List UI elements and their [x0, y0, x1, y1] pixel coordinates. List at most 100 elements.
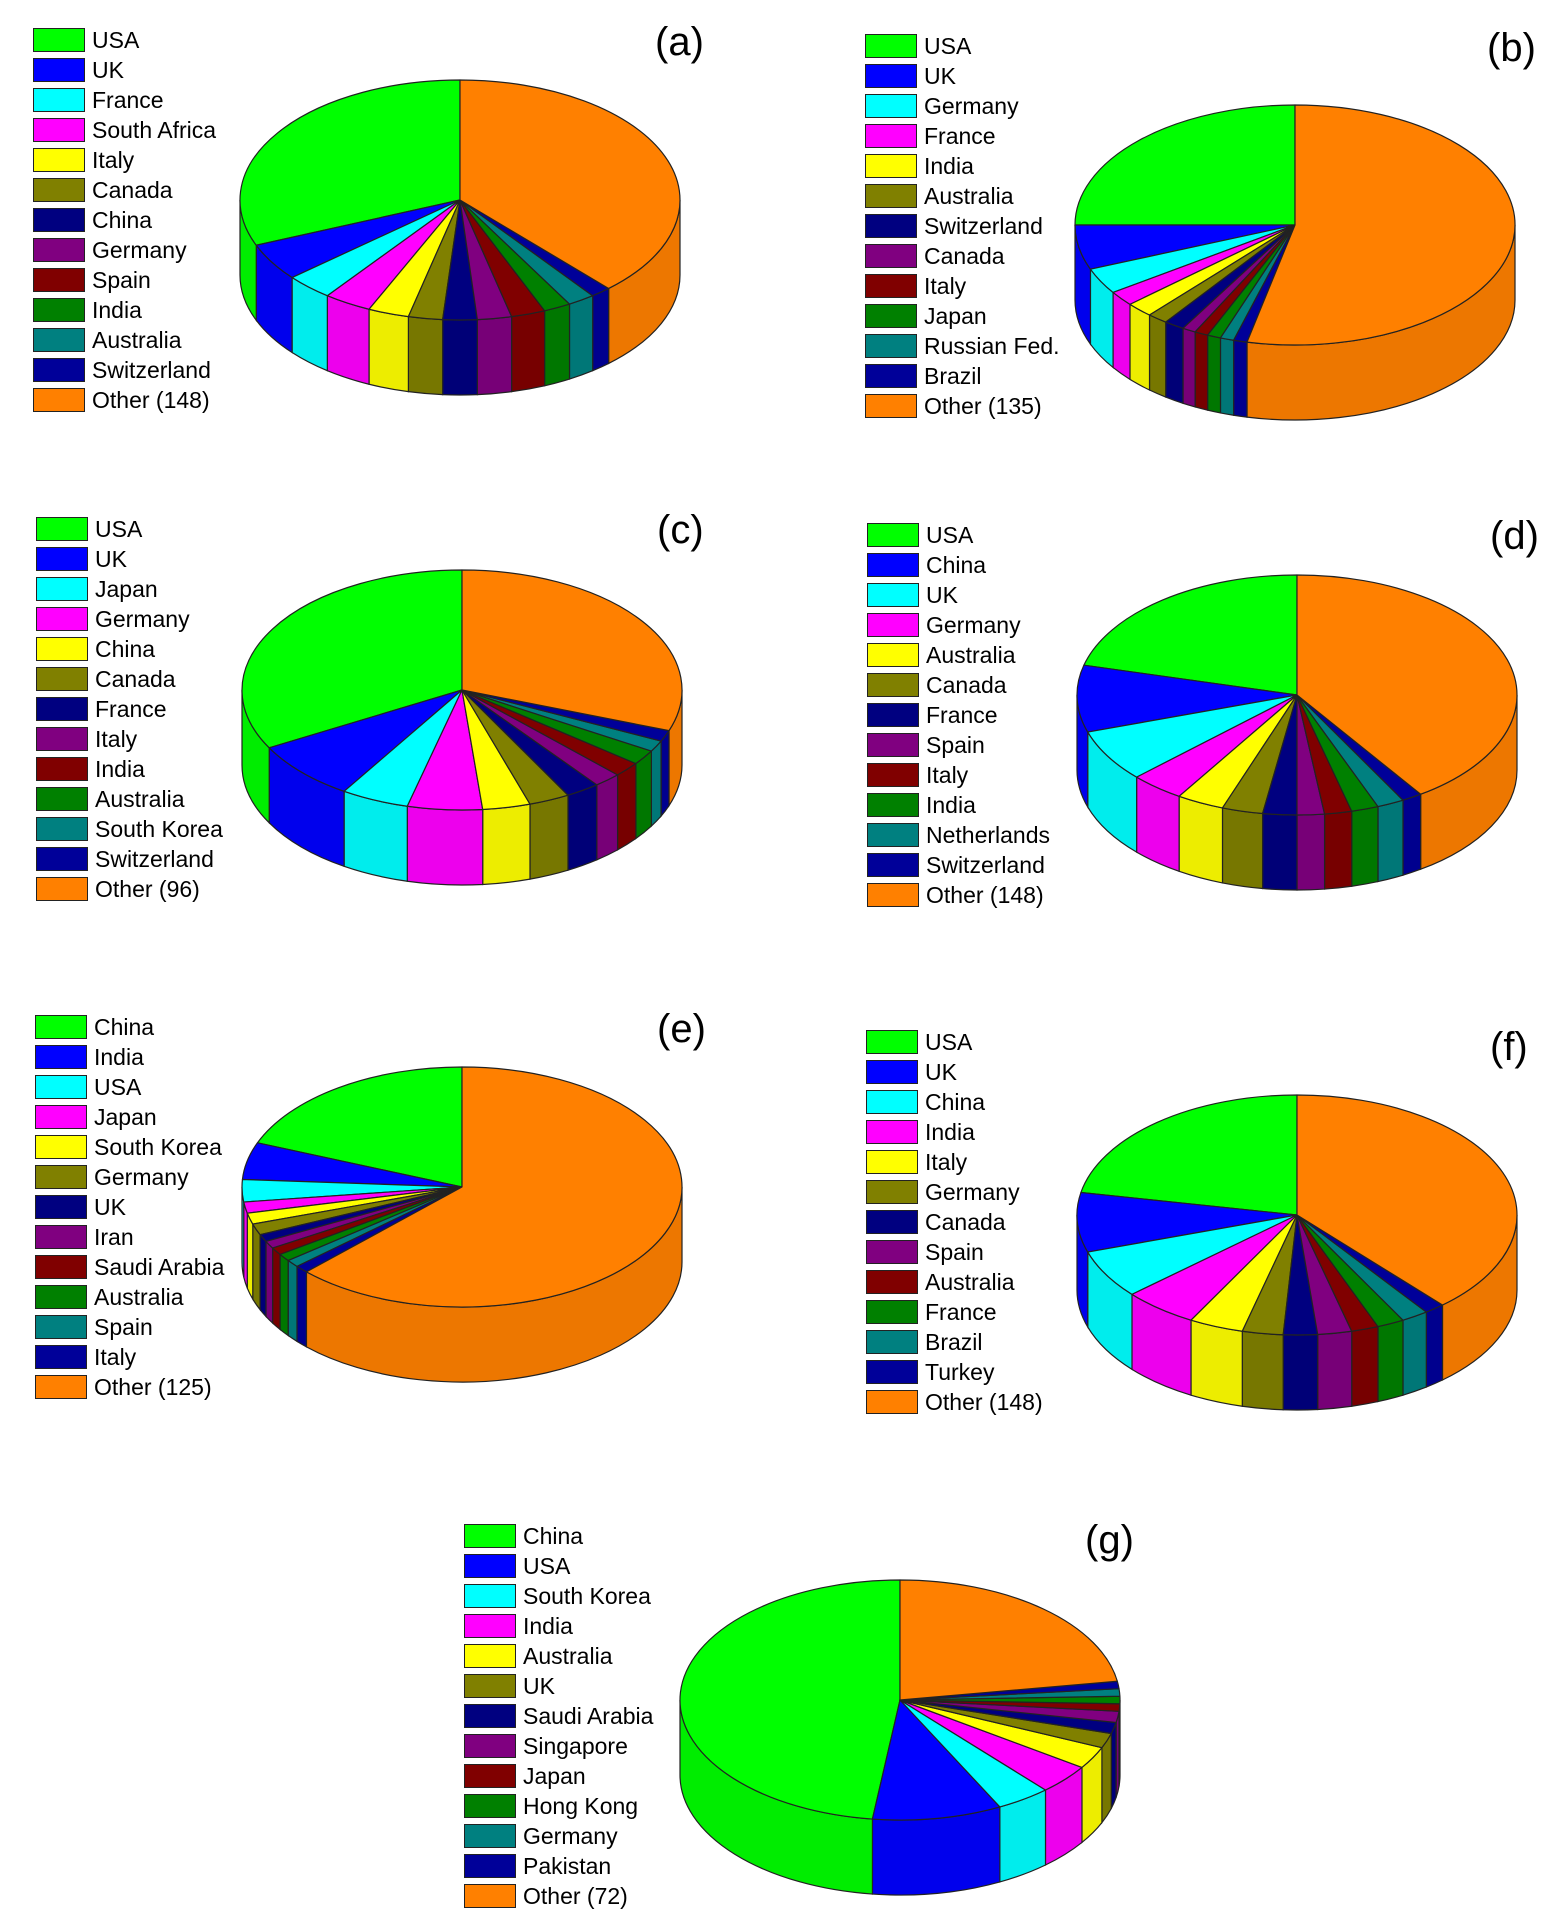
- legend-swatch: [865, 274, 917, 298]
- legend-label: Other (148): [92, 387, 210, 413]
- legend-item: Turkey: [866, 1357, 1043, 1387]
- legend-item: Italy: [866, 1147, 1043, 1177]
- legend-swatch: [35, 1195, 87, 1219]
- pie-slice-side: [1261, 812, 1298, 891]
- legend-label: Italy: [924, 273, 967, 299]
- legend-item: Switzerland: [867, 850, 1050, 880]
- pie-chart-e: [241, 1066, 683, 1383]
- legend-swatch: [866, 1270, 918, 1294]
- legend-label: Italy: [926, 762, 969, 788]
- legend-swatch: [866, 1180, 918, 1204]
- legend-label: South Korea: [94, 1134, 222, 1160]
- pie-slice-side: [1165, 321, 1184, 405]
- legend-label: India: [925, 1119, 975, 1145]
- legend-item: Germany: [867, 610, 1050, 640]
- legend-swatch: [865, 334, 917, 358]
- legend-swatch: [866, 1390, 918, 1414]
- legend-label: Switzerland: [92, 357, 211, 383]
- legend-label: Australia: [95, 786, 185, 812]
- legend-swatch: [36, 817, 88, 841]
- pie-slice: [1296, 1094, 1518, 1306]
- pie-slice: [1074, 104, 1296, 226]
- legend-item: Italy: [865, 271, 1060, 301]
- legend-swatch: [865, 184, 917, 208]
- legend-swatch: [867, 883, 919, 907]
- legend-item: Canada: [33, 175, 216, 205]
- pie-slice-side: [1129, 303, 1151, 391]
- legend-item: Australia: [33, 325, 216, 355]
- legend-item: Germany: [36, 604, 223, 634]
- legend-label: Canada: [95, 666, 176, 692]
- legend-label: Other (96): [95, 876, 200, 902]
- legend-swatch: [464, 1674, 516, 1698]
- legend-label: UK: [924, 63, 956, 89]
- legend-swatch: [867, 733, 919, 757]
- legend-label: USA: [925, 1029, 973, 1055]
- legend-swatch: [35, 1315, 87, 1339]
- legend-swatch: [33, 148, 85, 172]
- pie-slice-side: [1351, 805, 1379, 887]
- pie-slice-side: [1194, 331, 1209, 411]
- pie-chart-a: [239, 79, 681, 396]
- pie-chart-d: [1076, 574, 1518, 891]
- pie-slice-side: [1182, 327, 1196, 408]
- legend-label: USA: [95, 516, 143, 542]
- legend-swatch: [33, 268, 85, 292]
- legend-item: UK: [865, 61, 1060, 91]
- panel-label-f: (f): [1490, 1025, 1528, 1069]
- legend-item: UK: [866, 1057, 1043, 1087]
- legend-e: China India USA Japan South Korea Germany UK Ir…: [35, 1012, 224, 1402]
- legend-swatch: [36, 547, 88, 571]
- pie-chart-g: [679, 1579, 1121, 1896]
- legend-item: Canada: [865, 241, 1060, 271]
- legend-item: France: [865, 121, 1060, 151]
- pie-slice-side: [1402, 793, 1422, 876]
- pie-slice-side: [272, 1246, 281, 1331]
- pie-slice: [461, 569, 683, 732]
- legend-swatch: [464, 1584, 516, 1608]
- legend-swatch: [36, 697, 88, 721]
- legend-item: Germany: [35, 1162, 224, 1192]
- legend-item: Australia: [867, 640, 1050, 670]
- legend-label: Turkey: [925, 1359, 995, 1385]
- legend-swatch: [464, 1764, 516, 1788]
- legend-label: Canada: [92, 177, 173, 203]
- pie-slice-side: [511, 310, 546, 393]
- pie-slice-side: [1112, 291, 1131, 381]
- legend-swatch: [464, 1734, 516, 1758]
- pie-slice: [1246, 104, 1516, 346]
- legend-item: India: [867, 790, 1050, 820]
- legend-label: Australia: [94, 1284, 184, 1310]
- legend-swatch: [33, 298, 85, 322]
- legend-item: Pakistan: [464, 1851, 653, 1881]
- legend-label: UK: [926, 582, 958, 608]
- legend-swatch: [866, 1210, 918, 1234]
- legend-swatch: [867, 613, 919, 637]
- legend-item: Saudi Arabia: [464, 1701, 653, 1731]
- pie-slice-side: [1110, 1722, 1117, 1809]
- pie-slice-side: [616, 762, 637, 851]
- legend-item: USA: [33, 25, 216, 55]
- legend-label: USA: [523, 1553, 571, 1579]
- pie-slice-side: [568, 294, 594, 380]
- legend-swatch: [464, 1704, 516, 1728]
- legend-label: Australia: [523, 1643, 613, 1669]
- legend-item: Australia: [866, 1267, 1043, 1297]
- legend-swatch: [867, 523, 919, 547]
- legend-swatch: [464, 1524, 516, 1548]
- legend-swatch: [33, 388, 85, 412]
- pie-slice-side: [1296, 813, 1326, 891]
- pie-slice-side: [1148, 314, 1167, 398]
- legend-b: USA UK Germany France India Australia Switzerl…: [865, 31, 1060, 421]
- legend-label: UK: [92, 57, 124, 83]
- legend-label: China: [95, 636, 156, 662]
- legend-item: Japan: [865, 301, 1060, 331]
- legend-label: France: [925, 1299, 997, 1325]
- legend-swatch: [36, 757, 88, 781]
- legend-item: Spain: [867, 730, 1050, 760]
- legend-item: Canada: [867, 670, 1050, 700]
- pie-slice-side: [660, 728, 670, 818]
- legend-swatch: [33, 118, 85, 142]
- legend-swatch: [865, 64, 917, 88]
- pie-slice: [1076, 664, 1298, 733]
